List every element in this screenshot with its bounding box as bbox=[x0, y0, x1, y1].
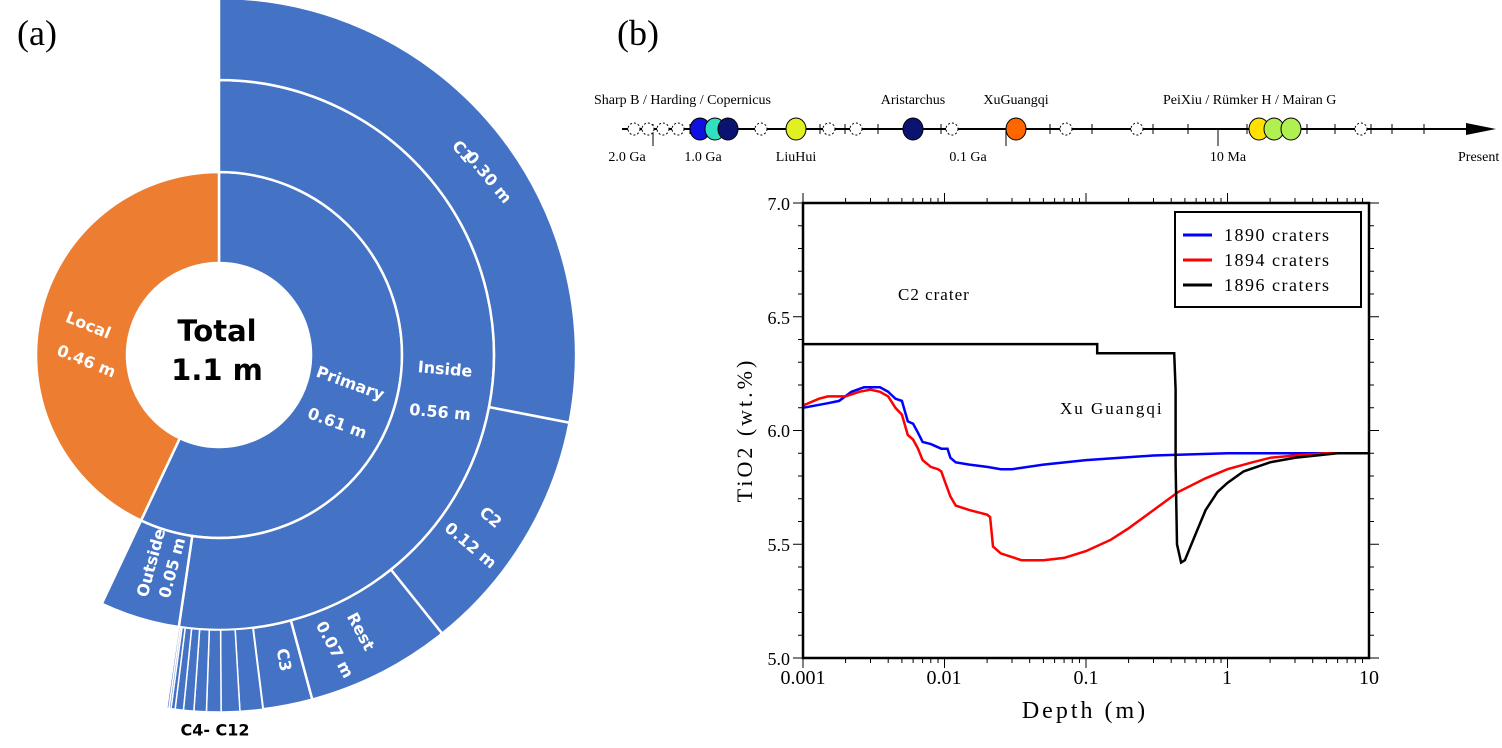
y-tick-label: 5.0 bbox=[768, 649, 791, 669]
crater-marker-liuhui bbox=[785, 117, 807, 141]
crater-marker-mairan-g bbox=[1280, 117, 1302, 141]
open-crater-marker bbox=[754, 122, 768, 136]
series-line-1896 bbox=[803, 342, 1369, 565]
label-inside: Inside bbox=[417, 357, 473, 381]
arrow-head-icon bbox=[1466, 123, 1496, 135]
open-crater-marker bbox=[641, 122, 655, 136]
label-aristarchus: Aristarchus bbox=[881, 93, 946, 108]
legend-label-1890: 1890 craters bbox=[1224, 225, 1330, 245]
open-crater-marker bbox=[822, 122, 836, 136]
label-sharp-harding-copernicus: Sharp B / Harding / Copernicus bbox=[594, 93, 771, 108]
legend-label-1896: 1896 craters bbox=[1224, 275, 1330, 295]
plot-frame bbox=[801, 201, 1371, 660]
x-axis-label: Depth (m) bbox=[1022, 698, 1148, 724]
annotation-xu-guangqi: Xu Guangqi bbox=[1060, 399, 1164, 418]
series-line-1890 bbox=[802, 386, 1369, 471]
x-tick-label: 0.1 bbox=[1074, 667, 1099, 689]
open-crater-marker bbox=[849, 122, 863, 136]
open-crater-marker bbox=[671, 122, 685, 136]
x-tick-label: 10 bbox=[1359, 667, 1379, 689]
timeline-open-markers bbox=[627, 122, 1368, 136]
tick-label-10ma: 10 Ma bbox=[1210, 150, 1247, 165]
timeline-filled-markers bbox=[689, 117, 1302, 141]
legend-label-1894: 1894 craters bbox=[1224, 250, 1330, 270]
series-line-1894 bbox=[802, 388, 1369, 562]
sunburst-chart bbox=[34, 0, 578, 713]
y-tick-label: 5.5 bbox=[768, 535, 791, 555]
tick-label-present: Present bbox=[1458, 150, 1499, 165]
y-tick-label: 7.0 bbox=[768, 194, 791, 214]
open-crater-marker bbox=[627, 122, 641, 136]
center-value: 1.1 m bbox=[171, 353, 263, 387]
open-crater-marker bbox=[1059, 122, 1073, 136]
panel-label-b: (b) bbox=[617, 13, 659, 53]
series-lines bbox=[802, 342, 1369, 565]
crater-marker-aristarchus bbox=[902, 117, 924, 141]
timeline: 2.0 Ga 1.0 Ga 0.1 Ga 10 Ma Present LiuHu… bbox=[594, 93, 1499, 165]
y-tick-label: 6.5 bbox=[768, 308, 791, 328]
label-liuhui: LiuHui bbox=[776, 150, 817, 165]
timeline-ticks bbox=[652, 124, 1425, 146]
tick-label-1ga: 1.0 Ga bbox=[684, 150, 722, 165]
panel-label-a: (a) bbox=[17, 13, 57, 53]
crater-marker-xuguangqi bbox=[1005, 117, 1027, 141]
tick-label-2ga: 2.0 Ga bbox=[608, 150, 646, 165]
tick-label-0.1ga: 0.1 Ga bbox=[949, 150, 987, 165]
open-crater-marker bbox=[656, 122, 670, 136]
sunburst-segment-local bbox=[34, 170, 221, 523]
label-c3: C3 bbox=[273, 647, 296, 673]
center-title: Total bbox=[177, 314, 256, 348]
label-xuguangqi: XuGuangqi bbox=[983, 93, 1048, 108]
line-plot: 0.001 0.01 0.1 1 10 5.0 5.5 6.0 6.5 7.0 … bbox=[732, 193, 1379, 724]
y-tick-label: 6.0 bbox=[768, 421, 791, 441]
legend: 1890 craters 1894 craters 1896 craters bbox=[1174, 211, 1362, 308]
sunburst-segment-outside bbox=[100, 518, 194, 629]
open-crater-marker bbox=[1354, 122, 1368, 136]
crater-marker-copernicus bbox=[717, 117, 739, 141]
annotation-c2-crater: C2 crater bbox=[898, 285, 970, 304]
x-tick-label: 0.01 bbox=[927, 667, 962, 689]
label-c4-c12: C4- C12 bbox=[180, 721, 249, 740]
label-peixiu-rumker-mairan: PeiXiu / Rümker H / Mairan G bbox=[1163, 93, 1336, 108]
x-tick-label: 0.001 bbox=[781, 667, 826, 689]
open-crater-marker bbox=[945, 122, 959, 136]
open-crater-marker bbox=[1130, 122, 1144, 136]
sunburst-segment-c13 bbox=[165, 626, 182, 710]
y-axis-label: TiO2 (wt.%) bbox=[732, 358, 757, 503]
tick-labels: 0.001 0.01 0.1 1 10 5.0 5.5 6.0 6.5 7.0 bbox=[768, 194, 1380, 689]
x-tick-label: 1 bbox=[1222, 667, 1232, 689]
